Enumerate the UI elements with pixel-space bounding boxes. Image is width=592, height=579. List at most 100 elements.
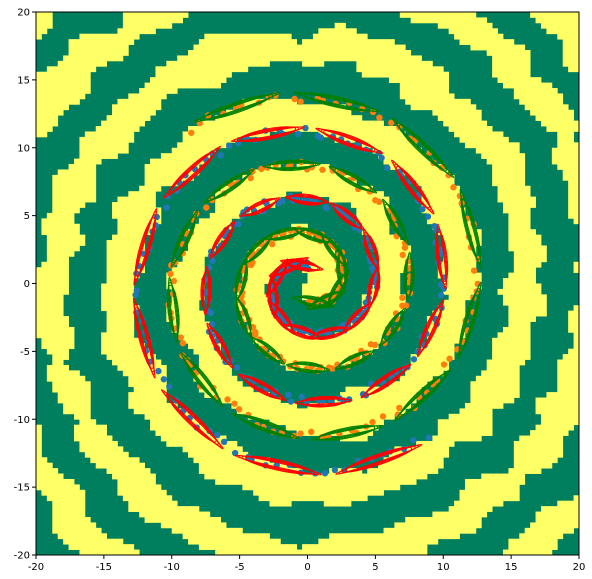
region-cell bbox=[155, 359, 162, 436]
region-cell bbox=[231, 180, 238, 219]
region-cell bbox=[209, 33, 216, 89]
region-cell bbox=[171, 147, 178, 187]
gaussian-ellipse bbox=[300, 92, 374, 112]
gaussian-ellipse bbox=[338, 445, 420, 474]
gaussian-ellipse bbox=[435, 228, 448, 285]
region-cell bbox=[46, 212, 53, 355]
gaussian-ellipse bbox=[235, 298, 252, 337]
gaussian-ellipse bbox=[380, 309, 406, 346]
region-cell bbox=[470, 12, 477, 51]
region-cell bbox=[160, 153, 167, 187]
x-tick-label: -15 bbox=[96, 562, 112, 573]
region-cell bbox=[258, 533, 265, 555]
region-cell bbox=[318, 402, 325, 436]
region-cell bbox=[188, 229, 194, 350]
region-cell bbox=[155, 12, 162, 29]
region-cell bbox=[340, 174, 346, 203]
region-cell bbox=[573, 120, 579, 132]
region-cell bbox=[312, 104, 319, 132]
gaussian-ellipse bbox=[133, 211, 157, 283]
scatter-point bbox=[226, 142, 233, 149]
region-cell bbox=[443, 299, 450, 371]
region-cell bbox=[95, 424, 102, 469]
region-cell bbox=[95, 527, 102, 555]
gaussian-ellipse bbox=[236, 126, 299, 142]
region-cell bbox=[340, 104, 346, 143]
region-cell bbox=[367, 39, 374, 78]
region-cell bbox=[416, 440, 422, 480]
region-cell bbox=[63, 364, 69, 415]
region-cell bbox=[318, 473, 325, 502]
region-cell bbox=[171, 500, 178, 534]
region-cell bbox=[502, 473, 509, 502]
region-cell bbox=[41, 261, 48, 350]
gaussian-ellipse bbox=[235, 301, 252, 334]
region-cell bbox=[535, 511, 542, 555]
region-cell bbox=[416, 516, 422, 555]
gaussian-ellipse bbox=[192, 92, 281, 123]
scatter-point bbox=[231, 449, 239, 457]
region-cell bbox=[372, 191, 379, 252]
region-cell bbox=[280, 321, 287, 366]
region-cell bbox=[318, 538, 325, 555]
gaussian-ellipse bbox=[331, 203, 364, 230]
region-cell bbox=[112, 234, 118, 366]
region-cell bbox=[302, 283, 308, 301]
region-cell bbox=[492, 131, 498, 187]
region-cell bbox=[394, 381, 401, 415]
region-cell bbox=[106, 240, 113, 360]
region-cell bbox=[215, 191, 222, 246]
y-tick-label: -5 bbox=[20, 347, 30, 358]
region-cell bbox=[464, 98, 471, 149]
region-cell bbox=[312, 544, 319, 555]
scatter-point bbox=[388, 119, 395, 126]
region-cell bbox=[432, 12, 439, 24]
gaussian-ellipse bbox=[337, 350, 372, 370]
region-cell bbox=[84, 33, 91, 94]
region-cell bbox=[421, 153, 428, 214]
gaussian-ellipse bbox=[459, 290, 481, 351]
region-cell bbox=[502, 39, 509, 89]
region-cell bbox=[399, 131, 406, 176]
gaussian-ellipse bbox=[184, 358, 220, 401]
region-cell bbox=[226, 527, 232, 555]
region-cell bbox=[448, 413, 455, 447]
region-cell bbox=[361, 386, 368, 442]
region-cell bbox=[530, 229, 536, 322]
region-cell bbox=[513, 538, 520, 555]
region-cell bbox=[464, 478, 471, 534]
region-cell bbox=[291, 223, 298, 268]
region-cell bbox=[519, 153, 526, 366]
region-cell bbox=[432, 511, 439, 545]
region-cell bbox=[204, 321, 211, 398]
region-cell bbox=[95, 33, 102, 67]
scatter-point bbox=[378, 154, 385, 162]
region-cell bbox=[242, 451, 249, 491]
region-cell bbox=[231, 440, 238, 485]
region-cell bbox=[426, 516, 433, 545]
gaussian-ellipse bbox=[382, 200, 408, 243]
region-cell bbox=[568, 109, 574, 219]
region-cell bbox=[508, 272, 515, 404]
region-cell bbox=[540, 245, 547, 263]
scatter-point bbox=[297, 98, 304, 105]
region-cell bbox=[139, 88, 145, 127]
region-cell bbox=[247, 457, 254, 491]
gaussian-ellipse bbox=[460, 195, 482, 264]
region-cell bbox=[318, 164, 325, 198]
gaussian-ellipse bbox=[366, 366, 406, 395]
gaussian-ellipse bbox=[209, 220, 236, 260]
region-cell bbox=[334, 104, 341, 143]
region-cell bbox=[432, 164, 439, 230]
region-cell bbox=[117, 446, 124, 496]
scatter-point bbox=[294, 130, 302, 138]
gaussian-ellipse bbox=[291, 361, 325, 374]
gaussian-ellipse bbox=[235, 299, 252, 336]
region-cell bbox=[274, 462, 281, 507]
region-cell bbox=[546, 82, 553, 132]
scatter-point bbox=[419, 206, 426, 213]
region-cell bbox=[443, 511, 450, 540]
scatter-point bbox=[160, 376, 168, 383]
region-cell bbox=[307, 332, 314, 371]
region-cell bbox=[101, 533, 107, 555]
